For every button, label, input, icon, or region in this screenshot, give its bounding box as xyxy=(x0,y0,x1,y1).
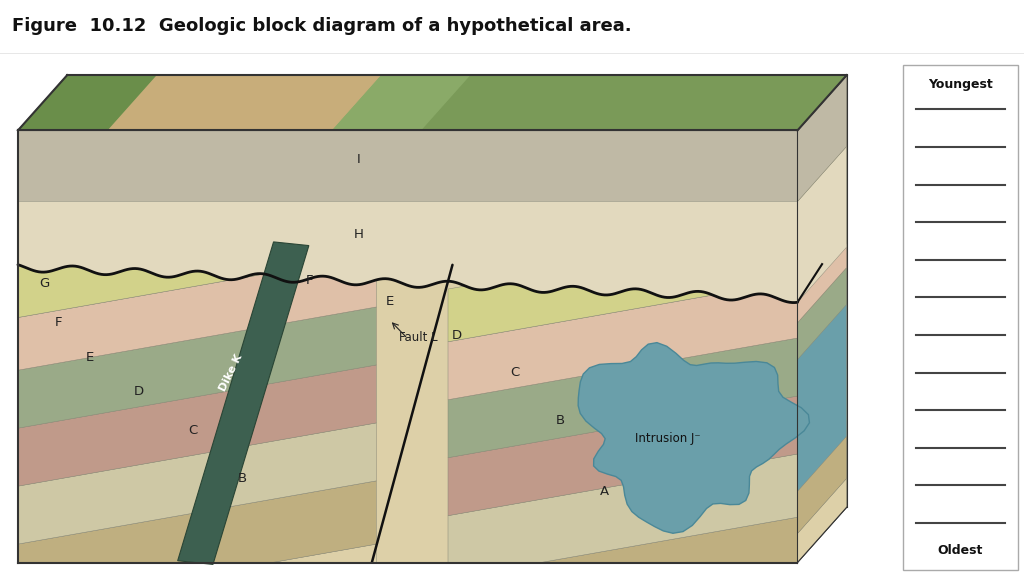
Text: Dike K: Dike K xyxy=(218,353,245,393)
Polygon shape xyxy=(798,75,847,562)
Polygon shape xyxy=(18,365,377,486)
Text: B: B xyxy=(238,472,247,485)
Polygon shape xyxy=(18,75,157,131)
Polygon shape xyxy=(798,368,847,476)
Polygon shape xyxy=(449,517,798,562)
Polygon shape xyxy=(108,75,381,131)
Polygon shape xyxy=(18,481,377,562)
Text: F: F xyxy=(305,274,313,287)
Polygon shape xyxy=(798,420,847,533)
Text: Intrusion J⁻: Intrusion J⁻ xyxy=(635,432,700,445)
Polygon shape xyxy=(332,75,847,131)
Polygon shape xyxy=(449,338,798,458)
Text: B: B xyxy=(555,414,564,427)
Polygon shape xyxy=(798,244,847,323)
Polygon shape xyxy=(18,75,228,131)
Polygon shape xyxy=(449,294,798,400)
Text: C: C xyxy=(188,424,198,437)
Polygon shape xyxy=(579,343,809,533)
Polygon shape xyxy=(798,315,847,423)
Polygon shape xyxy=(798,267,847,370)
Text: A: A xyxy=(600,485,609,498)
Polygon shape xyxy=(18,131,798,562)
Polygon shape xyxy=(798,146,847,302)
Polygon shape xyxy=(449,280,798,342)
FancyBboxPatch shape xyxy=(903,64,1018,571)
Text: Fault L: Fault L xyxy=(398,331,437,344)
Polygon shape xyxy=(18,75,847,131)
Text: C: C xyxy=(511,367,520,379)
Polygon shape xyxy=(449,454,798,562)
Polygon shape xyxy=(798,304,847,492)
Polygon shape xyxy=(18,254,377,317)
Text: G: G xyxy=(40,277,50,290)
Text: F: F xyxy=(54,316,62,329)
Text: E: E xyxy=(386,295,394,308)
Polygon shape xyxy=(18,307,377,428)
Text: I: I xyxy=(356,153,360,166)
Polygon shape xyxy=(18,544,377,562)
Text: D: D xyxy=(134,385,144,398)
Polygon shape xyxy=(178,242,309,564)
Polygon shape xyxy=(18,202,798,303)
Text: Youngest: Youngest xyxy=(928,78,993,91)
Polygon shape xyxy=(798,75,847,202)
Polygon shape xyxy=(18,131,798,202)
Polygon shape xyxy=(421,75,847,131)
Text: E: E xyxy=(85,350,94,364)
Polygon shape xyxy=(18,423,377,544)
Polygon shape xyxy=(449,396,798,516)
Text: H: H xyxy=(353,228,364,241)
Text: D: D xyxy=(452,329,462,342)
Text: Oldest: Oldest xyxy=(938,544,983,557)
Polygon shape xyxy=(18,274,377,370)
Text: Figure  10.12  Geologic block diagram of a hypothetical area.: Figure 10.12 Geologic block diagram of a… xyxy=(12,17,632,35)
Polygon shape xyxy=(798,478,847,562)
